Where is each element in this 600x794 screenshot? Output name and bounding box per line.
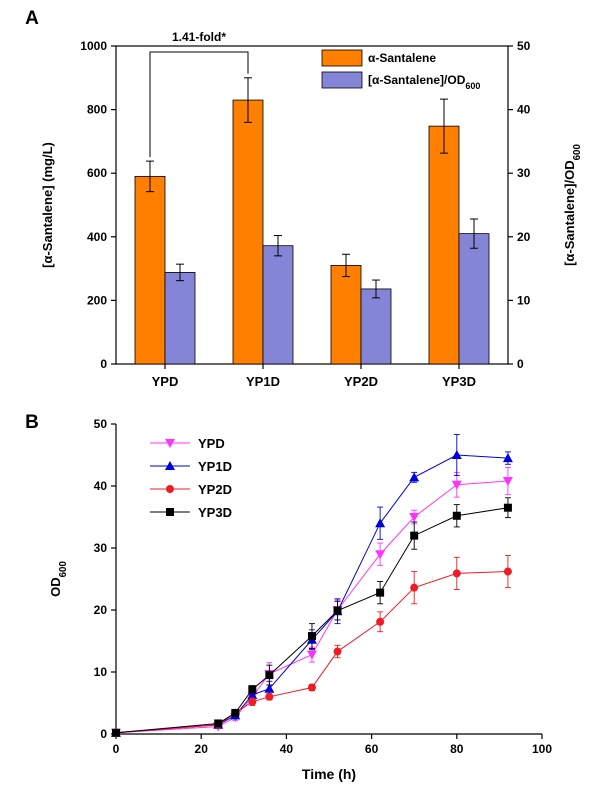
bar-santalene-per-od-yp3d [458, 233, 490, 365]
legend-label-0: α-Santalene [368, 51, 436, 65]
data-point-yp1d [375, 518, 386, 528]
legend-marker-2 [166, 485, 174, 493]
data-point-yp1d [502, 453, 513, 463]
x-tick-label-ypd: YPD [152, 374, 179, 389]
data-point-yp3d [265, 671, 274, 680]
data-point-yp2d [333, 647, 342, 656]
b-y-tick-label: 10 [94, 665, 108, 679]
data-point-yp3d [248, 685, 257, 694]
data-point-ypd [502, 477, 513, 487]
data-point-yp3d [410, 531, 419, 540]
data-point-ypd [306, 650, 317, 660]
legend-label-ypd: YPD [198, 436, 225, 451]
x-tick-label-yp1d: YP1D [246, 374, 280, 389]
bar-santalene-yp2d [330, 265, 362, 365]
b-y-tick-label: 30 [94, 541, 108, 555]
fold-change-annotation: 1.41-fold* [172, 30, 226, 44]
data-point-yp3d [503, 503, 512, 512]
legend-label-yp1d: YP1D [198, 459, 232, 474]
data-point-yp3d [452, 511, 461, 520]
b-y-tick-label: 50 [94, 417, 108, 431]
right-y-tick-label: 10 [517, 293, 531, 307]
left-y-tick-label: 400 [87, 230, 107, 244]
data-point-yp3d [333, 606, 342, 615]
panel-b-letter: B [25, 412, 39, 433]
b-x-tick-label: 40 [280, 742, 294, 756]
left-y-tick-label: 600 [87, 166, 107, 180]
data-point-ypd [451, 480, 462, 490]
bar-santalene-ypd [134, 175, 166, 365]
left-y-tick-label: 0 [100, 357, 107, 371]
data-point-yp3d [376, 588, 385, 597]
right-y-tick-label: 20 [517, 230, 531, 244]
b-y-tick-label: 20 [94, 603, 108, 617]
b-x-tick-label: 80 [450, 742, 464, 756]
series-line-yp3d [115, 507, 508, 734]
data-point-yp1d [264, 683, 275, 693]
data-point-yp3d [214, 719, 223, 728]
right-y-tick-label: 50 [517, 39, 531, 53]
data-point-yp2d [248, 697, 257, 706]
data-point-ypd [375, 550, 386, 560]
panel-a-letter: A [25, 8, 39, 29]
data-point-yp3d [231, 708, 240, 717]
b-x-tick-label: 20 [195, 742, 209, 756]
b-y-tick-label: 0 [100, 727, 107, 741]
legend-marker-3 [166, 508, 174, 516]
legend-swatch-0 [321, 49, 363, 67]
x-tick-label-yp3d: YP3D [442, 374, 476, 389]
b-x-tick-label: 100 [532, 742, 552, 756]
right-y-tick-label: 30 [517, 166, 531, 180]
panel-b-legend: YPD YP1D YP2D YP3D [150, 436, 232, 520]
panel-a-plot: 0 200 400 600 800 1000 0 10 20 30 40 50 YPD YP1D YP2D Y… [80, 39, 530, 389]
bar-santalene-per-od-yp2d [360, 288, 392, 365]
data-point-yp2d [503, 567, 512, 576]
data-point-yp1d [247, 689, 258, 699]
right-y-tick-label: 0 [517, 357, 524, 371]
legend-label-yp2d: YP2D [198, 482, 232, 497]
bar-santalene-yp1d [232, 99, 264, 365]
panel-a-legend: α-Santalene [α-Santalene]/OD600 [321, 49, 480, 91]
left-y-tick-label: 1000 [80, 39, 107, 53]
bar-santalene-per-od-ypd [164, 272, 196, 365]
bar-santalene-yp3d [428, 125, 460, 365]
series-ypd [111, 466, 513, 738]
significance-bracket [149, 51, 249, 158]
panel-b-plot: 0 10 20 30 40 50 0 20 40 60 80 100 [94, 417, 553, 756]
legend-label-1: [α-Santalene]/OD600 [368, 73, 480, 91]
right-y-axis-title: [α-Santalene]/OD600 [562, 144, 583, 266]
bar-santalene-per-od-yp1d [262, 245, 294, 365]
data-point-yp2d [410, 583, 419, 592]
left-y-tick-label: 200 [87, 293, 107, 307]
data-point-yp1d [451, 450, 462, 459]
b-y-tick-label: 40 [94, 479, 108, 493]
panel-a-frame [115, 45, 509, 365]
series-yp3d [112, 497, 512, 737]
left-y-axis-title: [α-Santalene] (mg/L) [40, 142, 55, 268]
data-point-yp3d [112, 728, 120, 737]
b-y-axis-title: OD600 [48, 561, 69, 597]
legend-marker-0 [165, 439, 175, 448]
b-x-tick-label: 0 [113, 742, 120, 756]
data-point-yp2d [452, 569, 461, 578]
legend-swatch-1 [321, 71, 363, 89]
data-point-yp2d [307, 683, 316, 692]
data-point-ypd [409, 513, 420, 522]
data-point-yp2d [265, 692, 274, 701]
right-y-tick-label: 40 [517, 103, 531, 117]
legend-marker-1 [165, 461, 175, 470]
legend-label-yp3d: YP3D [198, 505, 232, 520]
left-y-tick-label: 800 [87, 103, 107, 117]
b-x-tick-label: 60 [365, 742, 379, 756]
x-tick-label-yp2d: YP2D [344, 374, 378, 389]
b-x-axis-title: Time (h) [302, 766, 356, 782]
data-point-yp3d [307, 632, 316, 641]
data-point-yp1d [409, 472, 420, 482]
data-point-yp2d [376, 617, 385, 626]
